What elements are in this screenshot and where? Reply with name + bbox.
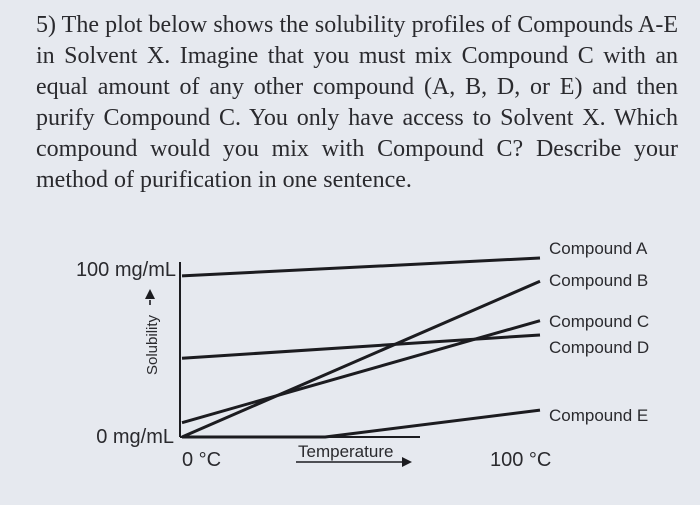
series-labels: Compound A Compound B Compound C Compound D…	[549, 239, 649, 425]
y-tick-label-top: 100 mg/mL	[76, 259, 176, 281]
question-text: 5) The plot below shows the solubility p…	[36, 12, 678, 193]
series-label-compound-a: Compound A	[549, 239, 648, 258]
plot-lines	[181, 256, 541, 439]
series-label-compound-e: Compound E	[549, 406, 648, 425]
series-line-compound-c	[181, 319, 541, 425]
y-axis-arrow	[145, 289, 155, 305]
series-line-compound-d	[181, 333, 541, 360]
series-line-compound-b	[181, 279, 541, 439]
series-label-compound-c: Compound C	[549, 312, 649, 331]
y-axis-label: Solubility	[144, 314, 161, 375]
x-tick-label-left: 0 °C	[182, 449, 221, 471]
x-tick-label-right: 100 °C	[490, 449, 551, 471]
series-line-compound-a	[181, 256, 541, 278]
series-label-compound-d: Compound D	[549, 338, 649, 357]
x-axis-label: Temperature	[298, 442, 393, 461]
series-label-compound-b: Compound B	[549, 271, 648, 290]
x-axis-arrow	[296, 457, 412, 467]
y-tick-label-bottom: 0 mg/mL	[96, 426, 174, 448]
